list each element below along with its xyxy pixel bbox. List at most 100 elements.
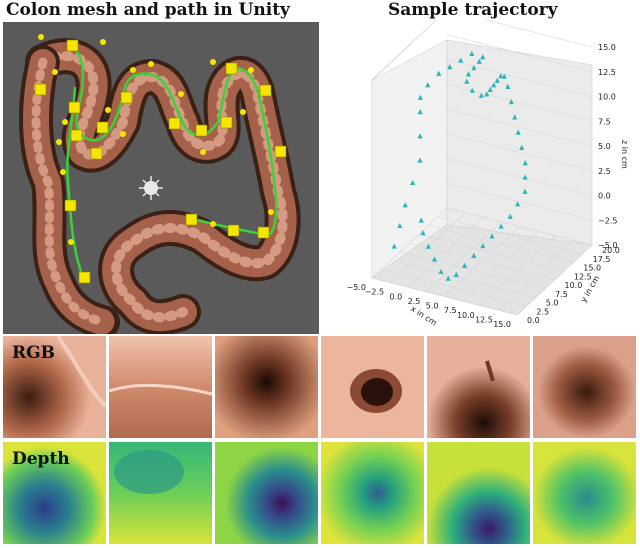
x-tick-label: 2.5 <box>408 297 421 306</box>
waypoints <box>34 39 287 284</box>
rgb-frame-4 <box>321 336 424 438</box>
trajectory-point <box>471 65 477 71</box>
y-tick-labels: 0.02.55.07.510.012.515.017.520.0 <box>527 246 620 325</box>
trajectory-point <box>436 70 442 76</box>
rgb-frame-3 <box>215 336 318 438</box>
y-tick-label: 7.5 <box>555 290 568 299</box>
trajectory-point <box>469 87 475 93</box>
trajectory-point <box>484 91 490 97</box>
x-tick-label: −2.5 <box>365 288 384 297</box>
trajectory-point <box>505 83 511 89</box>
rgb-row-label: RGB <box>12 343 56 363</box>
trajectory-point <box>425 82 431 88</box>
right-panel-title: Sample trajectory <box>388 0 558 20</box>
trajectory-point <box>402 202 408 208</box>
depth-frame-2 <box>109 442 212 544</box>
trajectory-point <box>458 57 464 63</box>
x-tick-label: 10.0 <box>457 311 475 320</box>
trajectory-point <box>425 243 431 249</box>
trajectory-point <box>480 54 486 60</box>
trajectory-points <box>391 50 528 281</box>
trajectory-point <box>508 99 514 105</box>
trajectory-chart: −5.0−2.50.02.55.07.510.012.515.0 0.02.55… <box>347 20 629 329</box>
trajectory-point <box>445 275 451 281</box>
x-tick-label: 15.0 <box>493 320 511 329</box>
trajectory-point <box>469 50 475 57</box>
trajectory-point <box>431 256 438 262</box>
z-tick-label: 5.0 <box>598 142 611 151</box>
x-tick-label: 0.0 <box>390 292 403 301</box>
rgb-frame-1 <box>3 336 106 438</box>
trajectory-point <box>410 179 416 186</box>
y-tick-label: 17.5 <box>593 255 611 264</box>
trajectory-point <box>462 262 468 268</box>
depth-frame-5 <box>427 442 530 544</box>
rgb-frame-5 <box>427 336 530 438</box>
trajectory-point <box>522 188 528 194</box>
z-tick-labels: −5.0 −2.5 0.0 2.5 5.0 7.5 10.0 12.5 15.0 <box>598 43 617 250</box>
trajectory-point <box>453 271 459 277</box>
trajectory-point <box>507 213 513 219</box>
trajectory-point <box>515 201 521 207</box>
y-tick-label: 12.5 <box>574 272 592 281</box>
z-tick-label: 10.0 <box>598 93 616 102</box>
trajectory-point <box>501 73 507 79</box>
grid-lines <box>371 20 593 316</box>
left-panel-title: Colon mesh and path in Unity <box>6 0 290 20</box>
x-tick-label: 7.5 <box>444 306 457 315</box>
x-tick-label: −5.0 <box>347 283 366 292</box>
trajectory-point <box>465 71 472 77</box>
trajectory-point <box>498 223 504 229</box>
trajectory-point <box>491 82 497 88</box>
trajectory-point <box>417 94 423 100</box>
trajectory-point <box>418 217 424 223</box>
trajectory-point <box>515 129 521 135</box>
z-axis-label: z in cm <box>620 140 629 169</box>
trajectory-point <box>417 109 423 115</box>
trajectory-point <box>522 174 528 180</box>
trajectory-point <box>464 78 470 84</box>
z-tick-label: 0.0 <box>598 192 611 201</box>
z-tick-label: 7.5 <box>598 117 611 126</box>
x-tick-label: 5.0 <box>426 302 439 311</box>
y-tick-label: 10.0 <box>565 281 583 290</box>
y-tick-label: 0.0 <box>527 316 540 325</box>
trajectory-point <box>489 233 495 239</box>
depth-frame-3 <box>215 442 318 544</box>
rgb-image-row: RGB <box>3 336 640 438</box>
trajectory-point <box>498 73 504 79</box>
trajectory-point <box>420 230 426 236</box>
colon-mesh-render <box>3 22 319 334</box>
trajectory-point <box>471 252 477 259</box>
trajectory-point <box>417 133 423 139</box>
trajectory-point <box>478 92 484 98</box>
depth-image-row: Depth <box>3 442 640 544</box>
trajectory-point <box>522 160 528 166</box>
z-tick-label: 2.5 <box>598 167 611 176</box>
y-tick-label: 2.5 <box>536 307 549 316</box>
trajectory-point <box>417 157 423 163</box>
trajectory-point <box>397 222 403 229</box>
z-tick-label: 12.5 <box>598 68 616 77</box>
trajectory-point <box>487 86 493 92</box>
x-tick-labels: −5.0−2.5 0.0 2.5 5.0 7.510.012.515.0 <box>347 283 511 329</box>
trajectory-point <box>512 114 518 120</box>
x-tick-label: 12.5 <box>475 315 493 324</box>
axes-panes <box>371 39 593 316</box>
light-source-icon <box>139 176 163 200</box>
y-tick-label: 20.0 <box>602 246 620 255</box>
z-tick-label: −5.0 <box>598 241 617 250</box>
depth-frame-4 <box>321 442 424 544</box>
z-tick-label: −2.5 <box>598 216 617 225</box>
y-tick-label: 15.0 <box>583 264 601 273</box>
trajectory-point <box>447 64 453 70</box>
trajectory-point <box>480 243 486 249</box>
trajectory-point <box>438 268 444 274</box>
trajectory-point <box>494 77 500 83</box>
depth-frame-1 <box>3 442 106 544</box>
trajectory-point <box>391 243 397 249</box>
y-tick-label: 5.0 <box>546 299 559 308</box>
rgb-frame-2 <box>109 336 212 438</box>
depth-row-label: Depth <box>12 449 70 469</box>
rgb-frame-6 <box>533 336 636 438</box>
